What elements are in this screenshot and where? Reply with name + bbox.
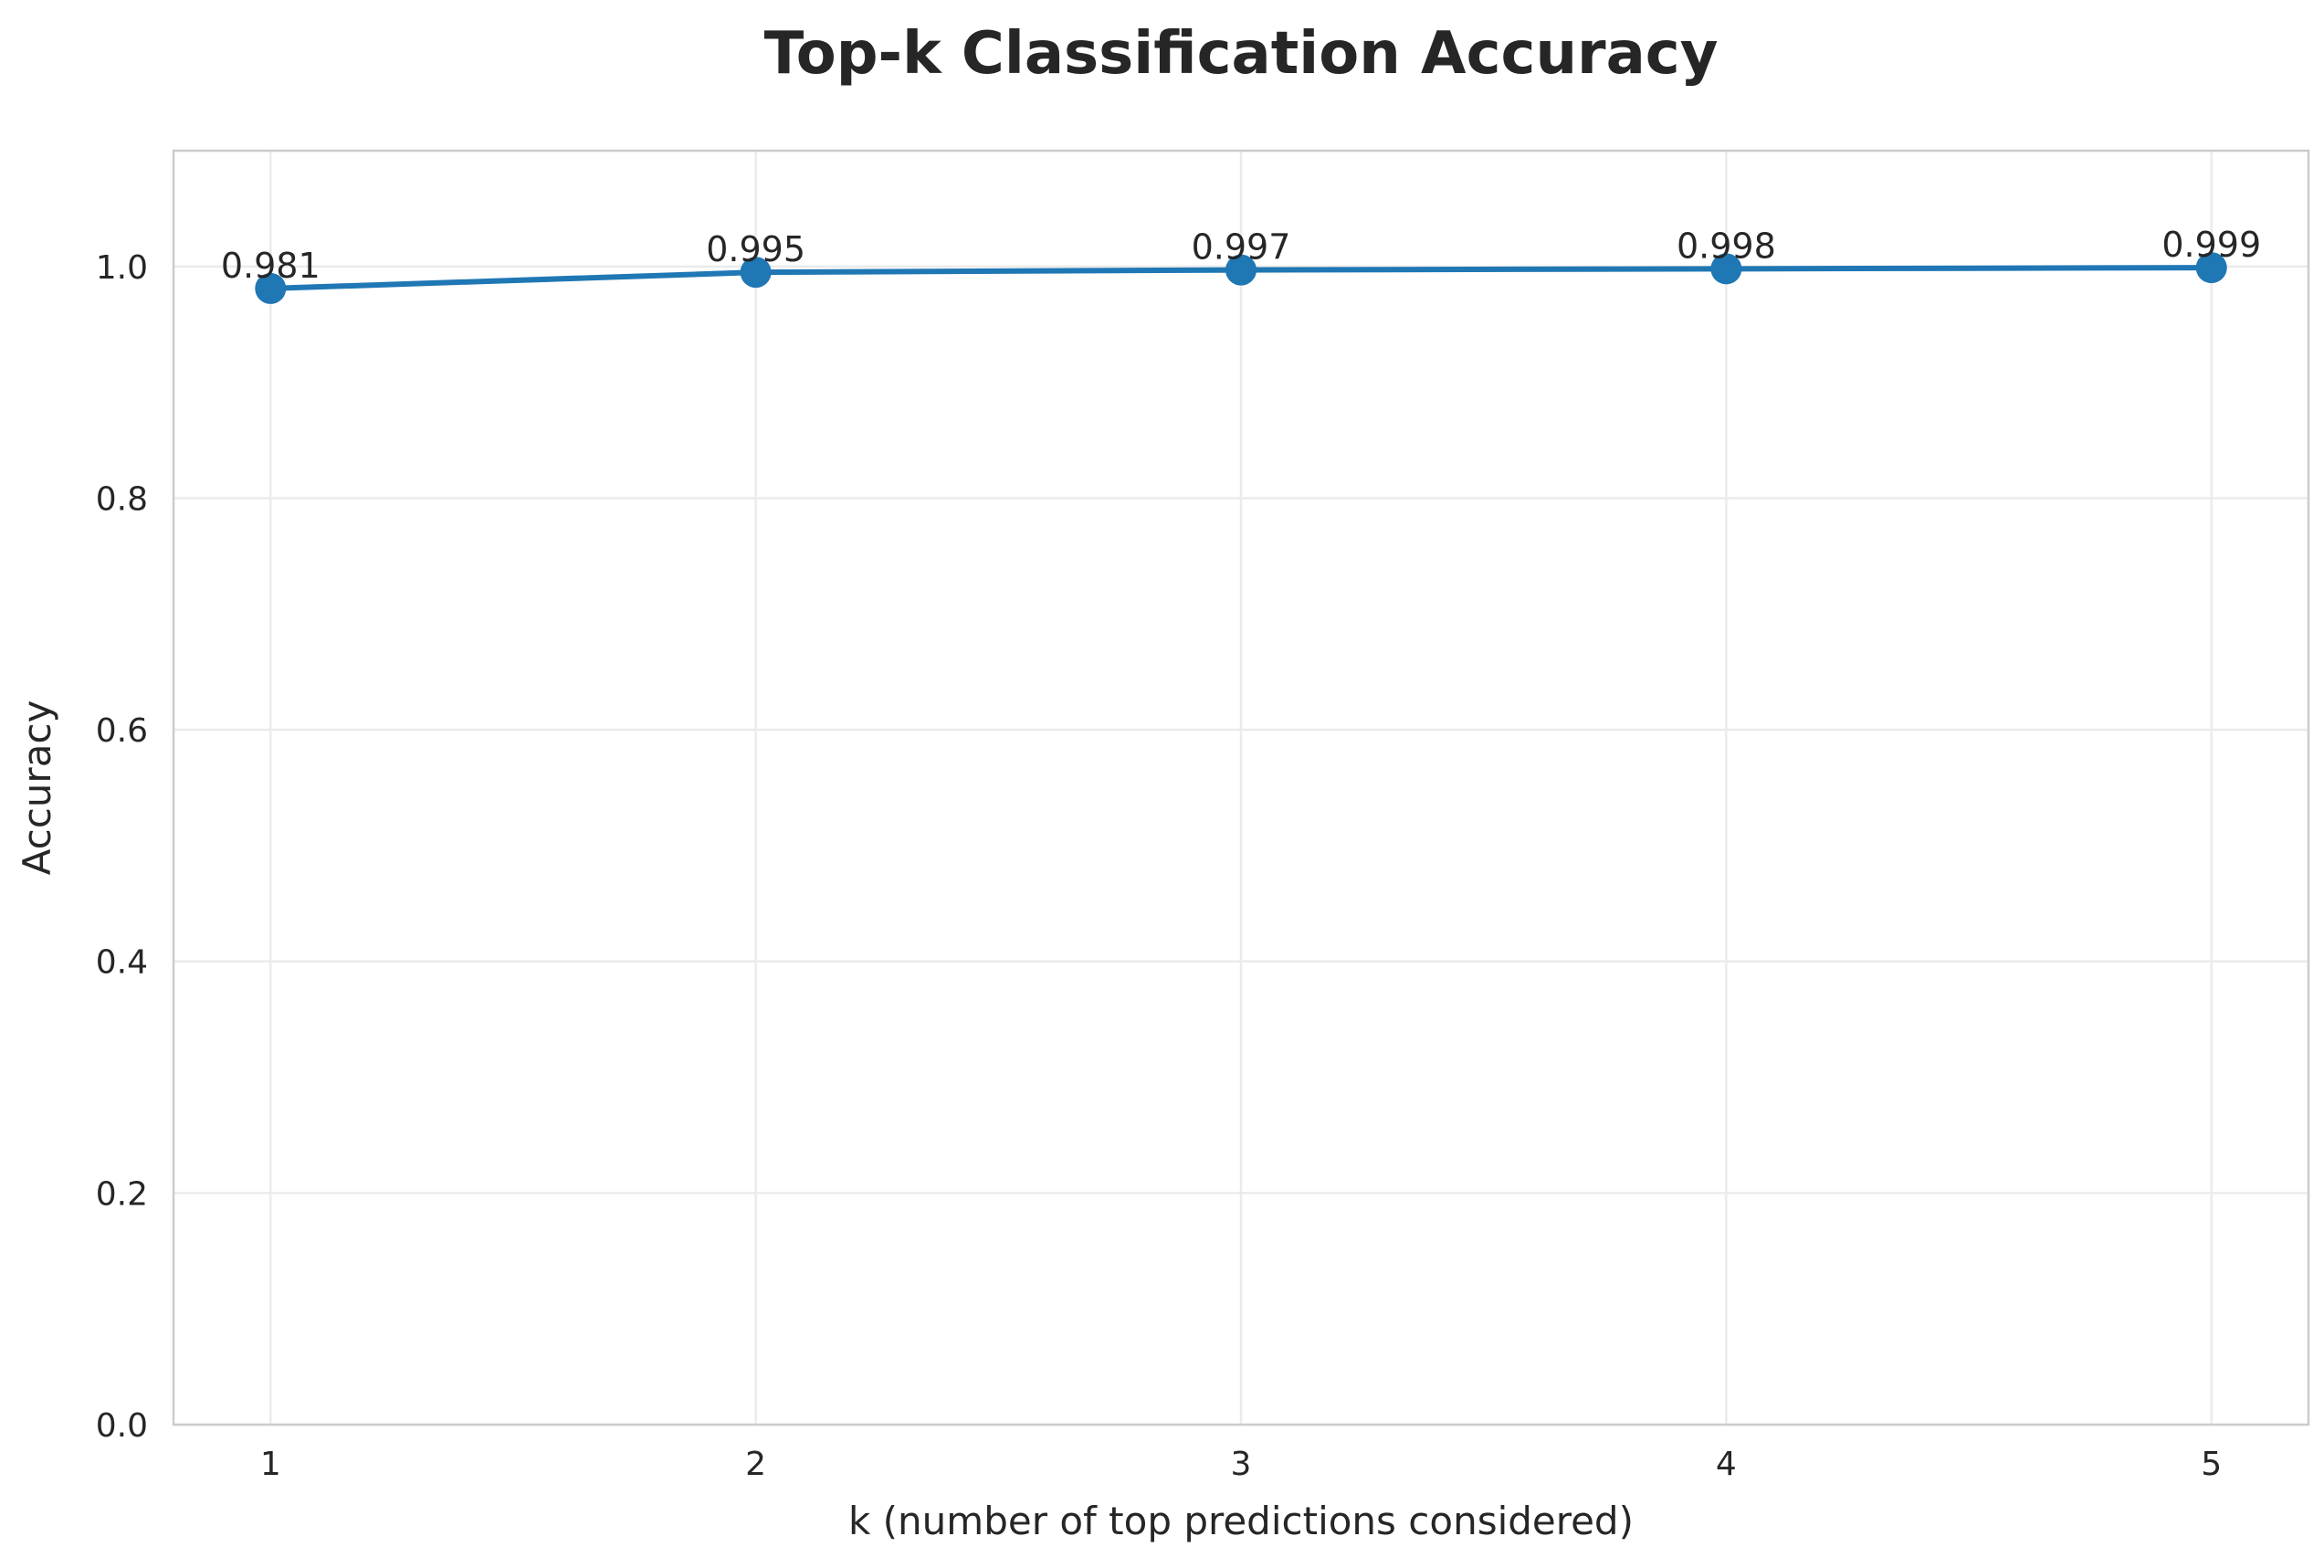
data-label: 0.997 bbox=[1192, 227, 1291, 268]
y-tick-label: 1.0 bbox=[96, 249, 148, 287]
data-label: 0.998 bbox=[1677, 226, 1776, 266]
x-tick-label: 2 bbox=[745, 1446, 766, 1483]
x-axis-label: k (number of top predictions considered) bbox=[848, 1499, 1634, 1543]
data-label: 0.981 bbox=[221, 246, 321, 286]
x-tick-label: 5 bbox=[2201, 1446, 2222, 1483]
x-tick-label: 4 bbox=[1716, 1446, 1737, 1483]
data-label: 0.995 bbox=[706, 229, 805, 269]
data-label: 0.999 bbox=[2161, 225, 2261, 265]
y-axis-label: Accuracy bbox=[15, 700, 59, 876]
data-point bbox=[255, 272, 287, 304]
x-tick-label: 3 bbox=[1231, 1446, 1252, 1483]
grid-layer bbox=[174, 151, 2308, 1426]
y-tick-label: 0.0 bbox=[96, 1407, 148, 1445]
y-tick-label: 0.6 bbox=[96, 712, 148, 750]
chart-title: Top-k Classification Accuracy bbox=[764, 20, 1719, 88]
y-tick-label: 0.2 bbox=[96, 1175, 148, 1213]
axes-frame bbox=[172, 149, 2310, 1426]
y-tick-label: 0.4 bbox=[96, 944, 148, 982]
y-tick-label: 0.8 bbox=[96, 480, 148, 518]
data-labels: 0.981 0.995 0.997 0.998 0.999 bbox=[221, 225, 2261, 286]
data-point bbox=[740, 257, 772, 289]
data-point bbox=[1710, 253, 1742, 285]
x-tick-label: 1 bbox=[260, 1446, 281, 1483]
data-point bbox=[1225, 254, 1257, 286]
series-layer bbox=[255, 252, 2227, 304]
tick-labels: 1 2 3 4 5 0.0 0.2 0.4 0.6 0.8 1.0 bbox=[96, 249, 2222, 1483]
data-point bbox=[2195, 252, 2227, 284]
